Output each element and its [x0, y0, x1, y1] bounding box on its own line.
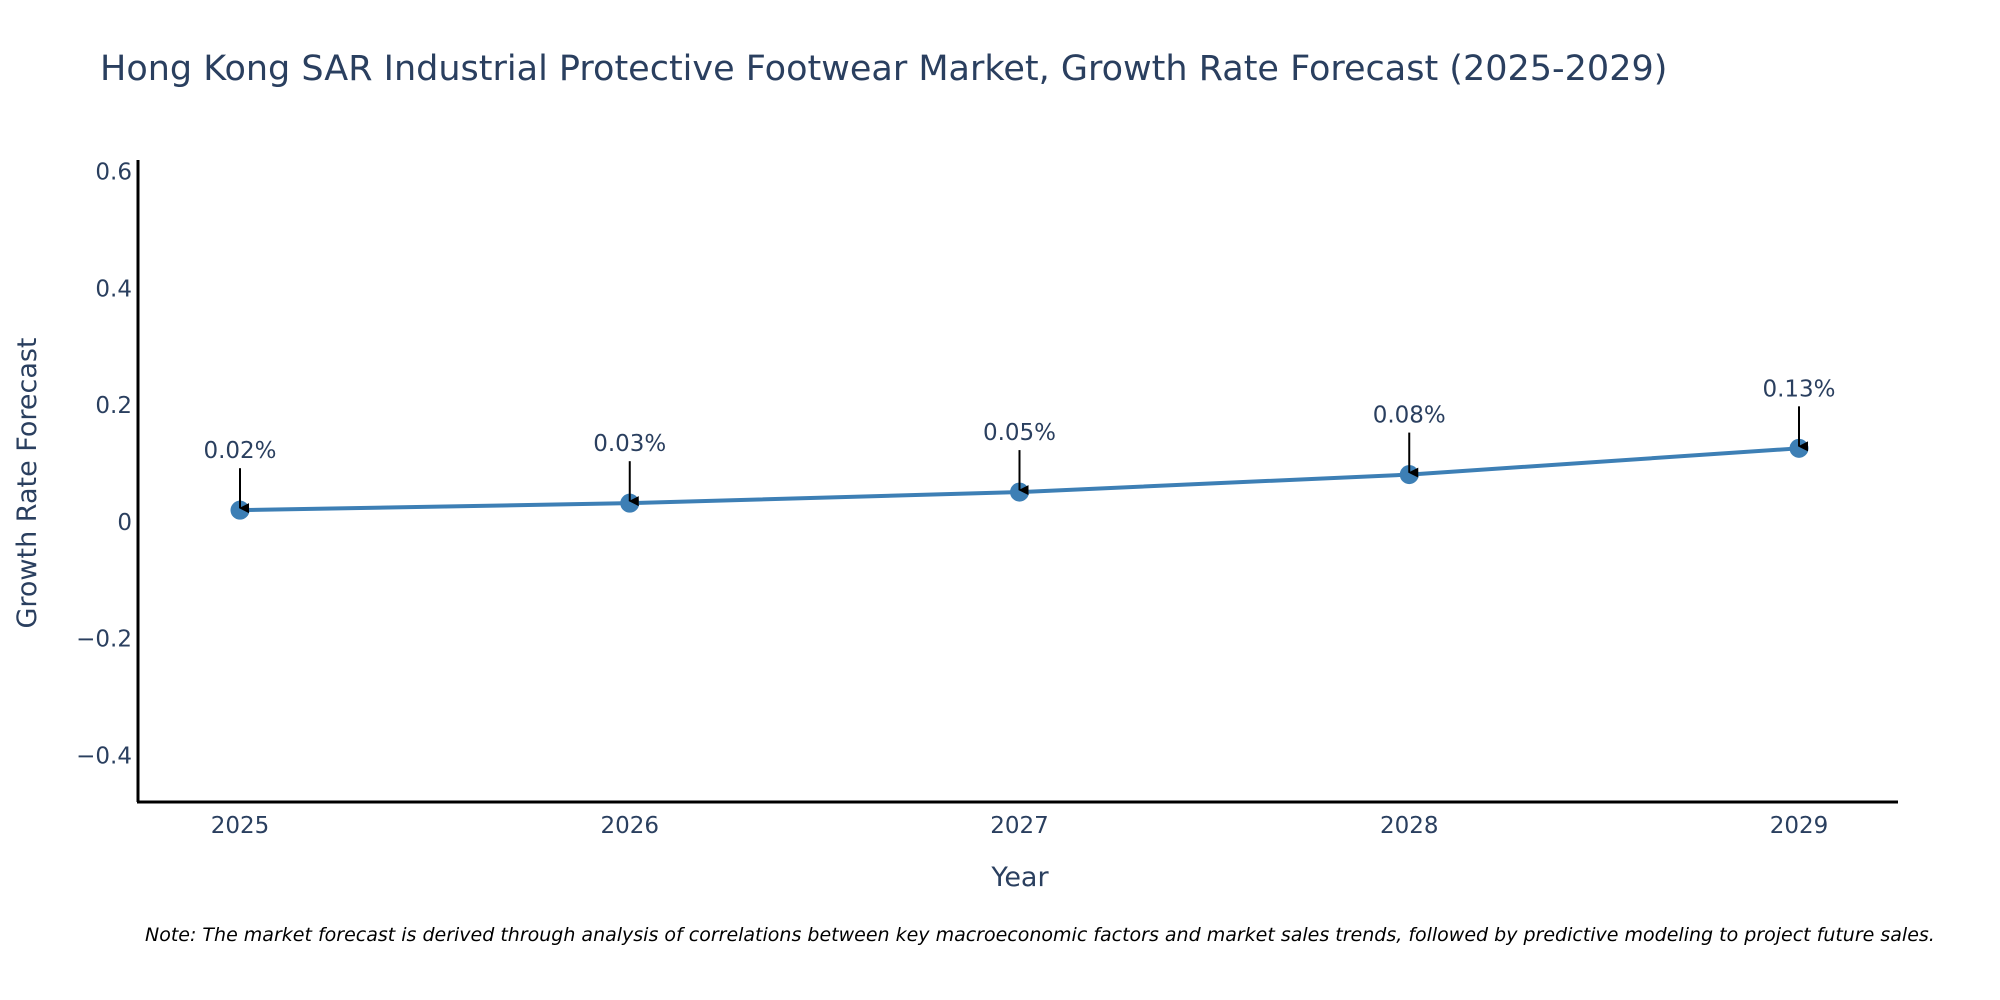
x-tick-labels: 2025 2026 2027 2028 2029 — [211, 813, 1829, 839]
footnote: Note: The market forecast is derived thr… — [145, 924, 1935, 946]
data-annotations: 0.02% 0.03% 0.05% 0.08% 0.13% — [203, 376, 1836, 514]
y-axis-title-group: Growth Rate Forecast — [12, 337, 43, 628]
y-tick-label: 0.2 — [95, 393, 132, 419]
y-tick-label: 0.4 — [95, 276, 132, 302]
x-axis-title: Year — [990, 862, 1049, 893]
y-tick-label: 0.6 — [95, 160, 132, 186]
x-tick-label: 2028 — [1380, 813, 1439, 839]
y-tick-label: −0.2 — [76, 627, 132, 653]
data-label: 0.13% — [1762, 376, 1835, 402]
data-label: 0.03% — [593, 431, 666, 457]
chart-title: Hong Kong SAR Industrial Protective Foot… — [100, 49, 1667, 89]
y-tick-label: −0.4 — [76, 743, 132, 769]
x-tick-label: 2027 — [990, 813, 1049, 839]
x-tick-label: 2029 — [1770, 813, 1829, 839]
data-label: 0.08% — [1373, 403, 1446, 429]
x-tick-label: 2026 — [600, 813, 659, 839]
y-tick-labels: −0.4 −0.2 0 0.2 0.4 0.6 — [76, 160, 132, 770]
data-label: 0.02% — [203, 438, 276, 464]
data-label: 0.05% — [983, 420, 1056, 446]
x-tick-label: 2025 — [211, 813, 270, 839]
y-tick-label: 0 — [117, 510, 132, 536]
y-axis-title: Growth Rate Forecast — [12, 337, 43, 628]
